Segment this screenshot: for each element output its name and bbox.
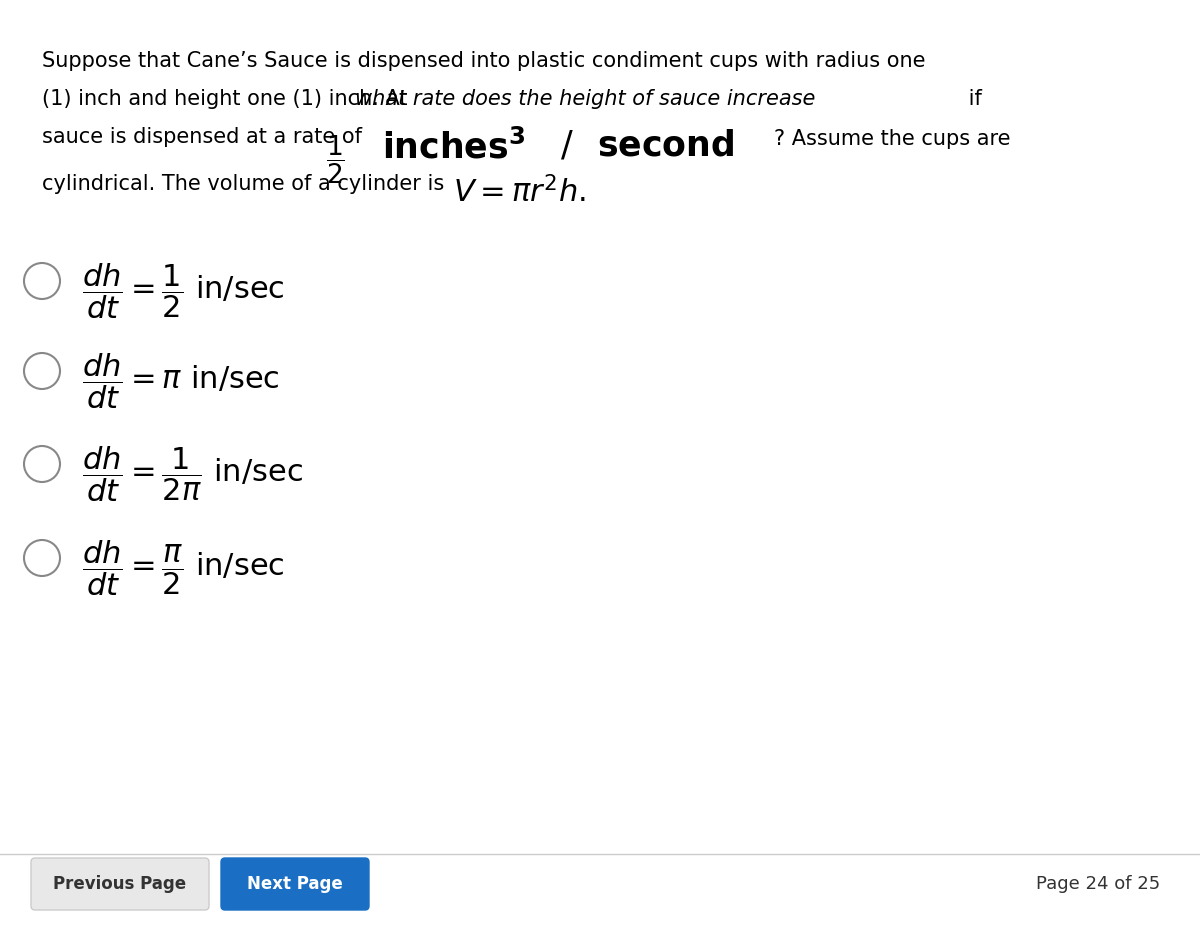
Text: $\mathbf{second}$: $\mathbf{second}$ — [598, 129, 734, 163]
Text: $\dfrac{dh}{dt} = \pi\ \mathrm{in / sec}$: $\dfrac{dh}{dt} = \pi\ \mathrm{in / sec}… — [82, 351, 280, 411]
Text: Next Page: Next Page — [247, 875, 343, 893]
Text: (1) inch and height one (1) inch. At: (1) inch and height one (1) inch. At — [42, 89, 414, 109]
Text: sauce is dispensed at a rate of: sauce is dispensed at a rate of — [42, 127, 368, 147]
Text: Page 24 of 25: Page 24 of 25 — [1036, 875, 1160, 893]
Text: ? Assume the cups are: ? Assume the cups are — [774, 129, 1010, 149]
Text: Previous Page: Previous Page — [54, 875, 186, 893]
Text: $\dfrac{dh}{dt} = \dfrac{1}{2}\ \mathrm{in / sec}$: $\dfrac{dh}{dt} = \dfrac{1}{2}\ \mathrm{… — [82, 261, 284, 320]
Text: what rate does the height of sauce increase: what rate does the height of sauce incre… — [355, 89, 815, 109]
Text: if: if — [962, 89, 982, 109]
FancyBboxPatch shape — [31, 858, 209, 910]
Text: $\dfrac{1}{2}$: $\dfrac{1}{2}$ — [326, 134, 344, 186]
Text: $V = \pi r^2 h.$: $V = \pi r^2 h.$ — [454, 176, 586, 209]
FancyBboxPatch shape — [221, 858, 370, 910]
Text: $/$: $/$ — [560, 129, 574, 163]
Text: $\dfrac{dh}{dt} = \dfrac{\pi}{2}\ \mathrm{in / sec}$: $\dfrac{dh}{dt} = \dfrac{\pi}{2}\ \mathr… — [82, 538, 284, 597]
Text: $\dfrac{dh}{dt} = \dfrac{1}{2\pi}\ \mathrm{in / sec}$: $\dfrac{dh}{dt} = \dfrac{1}{2\pi}\ \math… — [82, 444, 302, 504]
Text: $\mathbf{inches^3}$: $\mathbf{inches^3}$ — [382, 129, 526, 165]
Text: Suppose that Cane’s Sauce is dispensed into plastic condiment cups with radius o: Suppose that Cane’s Sauce is dispensed i… — [42, 51, 925, 71]
Text: cylindrical. The volume of a cylinder is: cylindrical. The volume of a cylinder is — [42, 174, 451, 194]
